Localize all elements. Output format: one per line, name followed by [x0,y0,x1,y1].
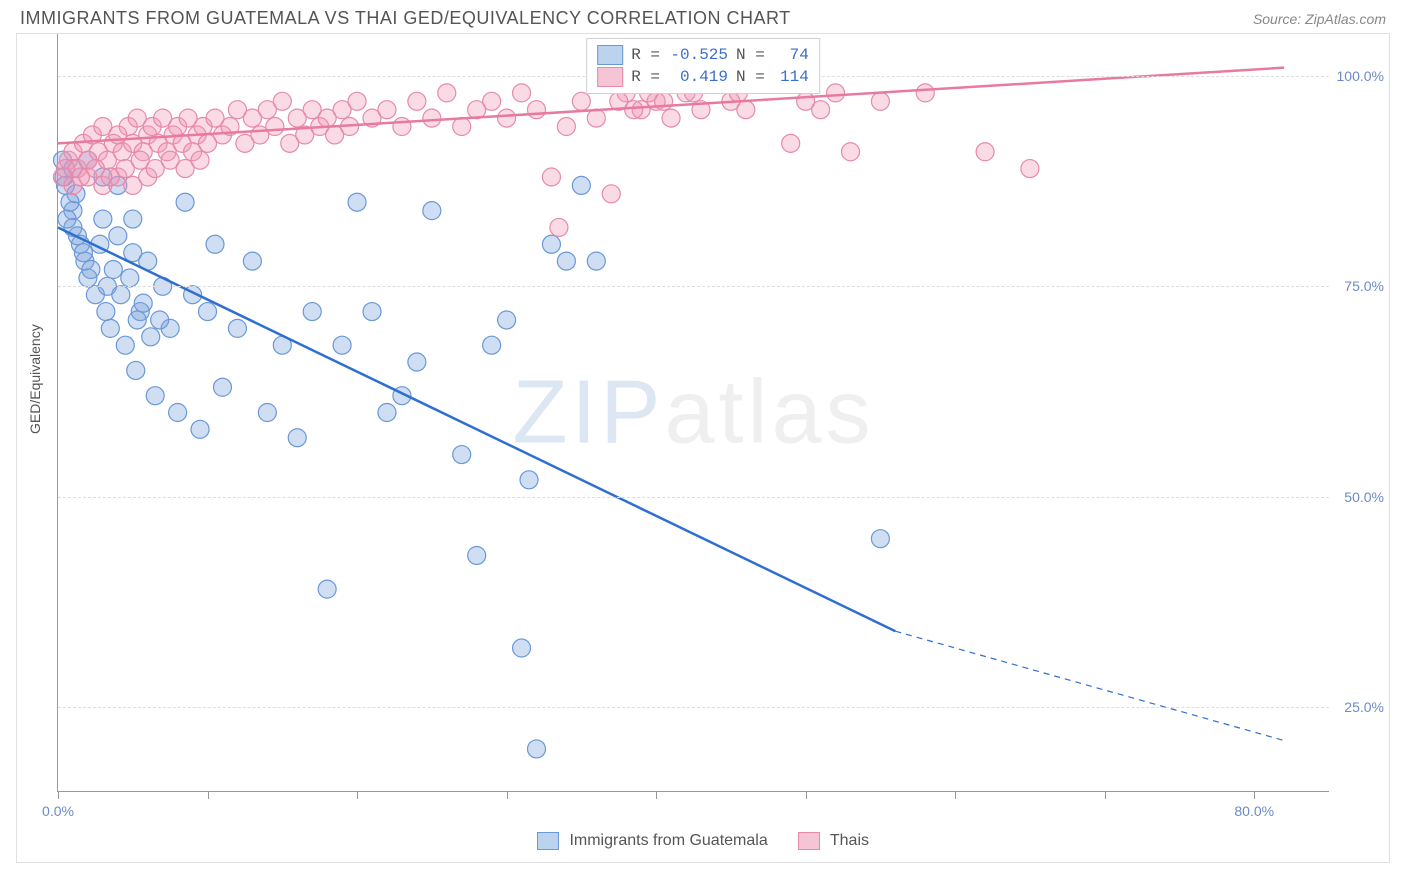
xtick-label: 0.0% [42,803,74,819]
legend-label-thais: Thais [830,832,869,849]
n-value-thais: 114 [773,68,809,86]
page-title: IMMIGRANTS FROM GUATEMALA VS THAI GED/EQ… [20,8,791,29]
stats-row-guatemala: R = -0.525 N = 74 [597,45,809,65]
n-value-guatemala: 74 [773,46,809,64]
series-legend: Immigrants from Guatemala Thais [537,832,869,850]
ytick-label: 100.0% [1337,68,1384,84]
r-value-thais: 0.419 [668,68,728,86]
swatch-guatemala [597,45,623,65]
stats-legend: R = -0.525 N = 74 R = 0.419 N = 114 [586,38,820,94]
y-axis-label: GED/Equivalency [27,324,43,434]
chart-container: GED/Equivalency ZIPatlas 25.0%50.0%75.0%… [16,33,1390,863]
legend-item-thais: Thais [798,832,869,850]
source-label: Source: ZipAtlas.com [1253,11,1386,27]
r-value-guatemala: -0.525 [668,46,728,64]
legend-label-guatemala: Immigrants from Guatemala [569,832,767,849]
chart-svg [58,34,1329,791]
ytick-label: 75.0% [1344,278,1384,294]
ytick-label: 25.0% [1344,699,1384,715]
plot-area: ZIPatlas 25.0%50.0%75.0%100.0%0.0%80.0% [57,34,1329,792]
header: IMMIGRANTS FROM GUATEMALA VS THAI GED/EQ… [0,0,1406,33]
xtick-label: 80.0% [1234,803,1274,819]
legend-swatch-guatemala [537,832,559,850]
ytick-label: 50.0% [1344,489,1384,505]
legend-swatch-thais [798,832,820,850]
legend-item-guatemala: Immigrants from Guatemala [537,832,768,850]
stats-row-thais: R = 0.419 N = 114 [597,67,809,87]
swatch-thais [597,67,623,87]
